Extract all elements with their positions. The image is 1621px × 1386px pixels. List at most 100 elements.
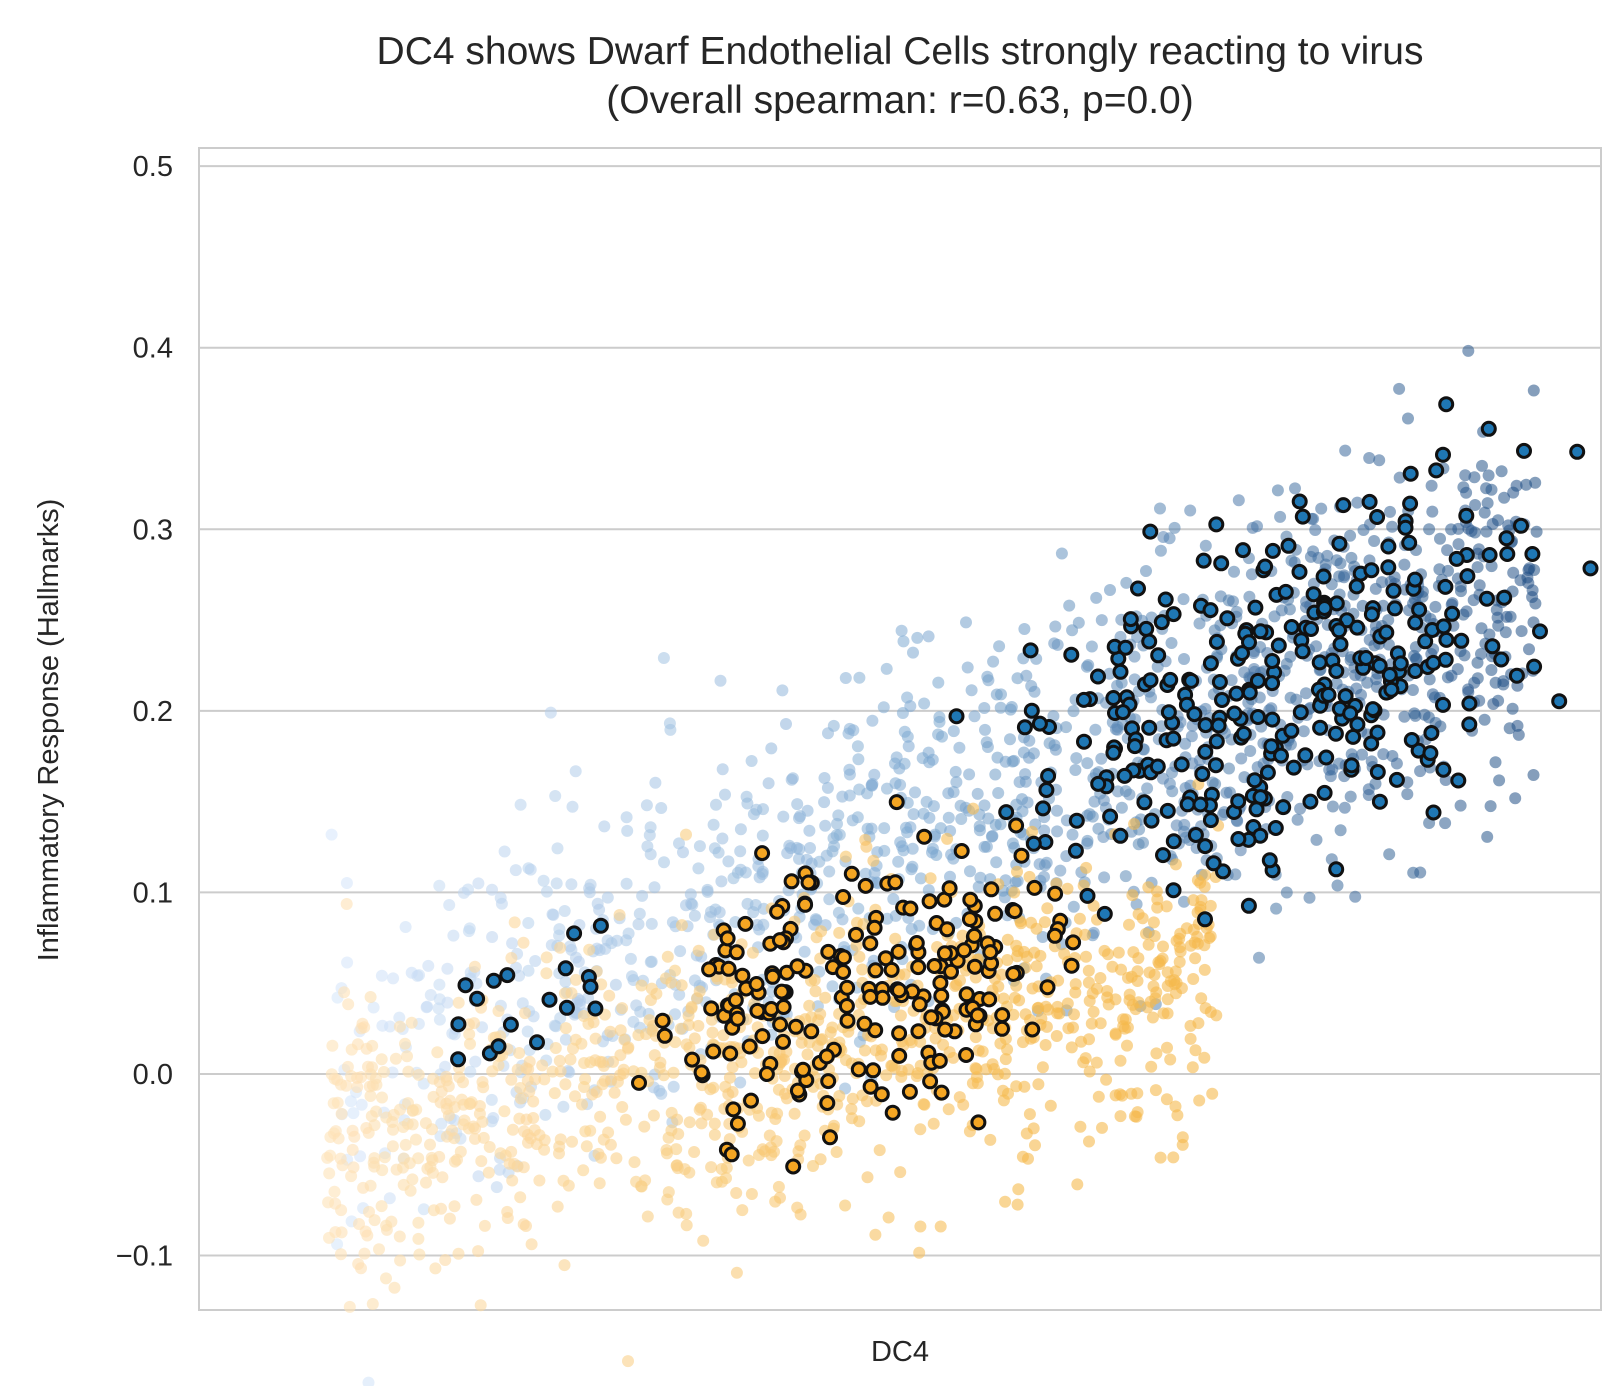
data-point-blue	[433, 978, 446, 991]
data-point-orange	[1100, 1073, 1113, 1086]
highlighted-point-blue	[541, 991, 558, 1008]
data-point-orange	[670, 1143, 683, 1156]
data-point-blue	[417, 1203, 430, 1216]
highlighted-point-blue	[529, 1034, 545, 1051]
data-point-orange	[517, 1218, 530, 1231]
data-point-blue	[1382, 614, 1395, 627]
data-point-orange	[1171, 1109, 1184, 1122]
data-point-blue	[1103, 667, 1116, 680]
chart-subtitle: (Overall spearman: r=0.63, p=0.0)	[606, 79, 1193, 122]
data-point-orange	[399, 1138, 412, 1151]
data-point-blue	[341, 956, 354, 969]
data-point-orange	[846, 1092, 859, 1105]
data-point-orange	[1176, 1138, 1189, 1151]
highlighted-point-blue	[1516, 442, 1532, 459]
data-point-orange	[513, 1047, 526, 1059]
data-point-blue	[1047, 710, 1060, 723]
data-point-blue	[386, 1066, 399, 1079]
data-point-blue	[922, 884, 935, 897]
data-point-orange	[839, 1199, 852, 1212]
highlighted-point-blue	[1270, 637, 1287, 654]
data-point-blue	[1163, 532, 1176, 545]
highlighted-point-blue	[1016, 719, 1033, 736]
data-point-blue	[887, 893, 900, 905]
data-point-orange	[580, 1140, 593, 1153]
data-point-blue	[1271, 484, 1284, 497]
data-point-orange	[1204, 1006, 1217, 1018]
data-point-blue	[622, 927, 635, 940]
data-point-orange	[685, 1002, 698, 1015]
data-point-blue	[1498, 491, 1511, 504]
data-point-orange	[1013, 994, 1026, 1007]
highlighted-point-blue	[1499, 546, 1516, 562]
data-point-blue	[677, 846, 689, 859]
data-point-blue	[1120, 576, 1133, 589]
highlighted-point-orange	[787, 1018, 804, 1035]
data-point-blue	[1265, 702, 1278, 715]
data-point-orange	[1141, 1001, 1154, 1014]
data-point-blue	[1509, 792, 1522, 805]
data-point-blue	[1398, 710, 1411, 723]
data-point-orange	[819, 991, 832, 1004]
data-point-blue	[1291, 813, 1304, 826]
data-point-blue	[1220, 786, 1233, 799]
data-point-orange	[672, 1128, 685, 1140]
highlighted-point-blue	[1208, 516, 1225, 533]
data-point-blue	[1454, 799, 1467, 812]
highlighted-point-blue	[1208, 633, 1225, 650]
data-point-orange	[514, 1191, 527, 1204]
highlighted-point-orange	[705, 1043, 722, 1060]
highlighted-point-orange	[763, 1001, 780, 1017]
data-point-blue	[1445, 669, 1458, 682]
data-point-orange	[772, 1180, 785, 1193]
data-point-blue	[823, 893, 836, 906]
data-point-orange	[338, 986, 351, 999]
data-point-blue	[424, 989, 437, 1001]
highlighted-point-orange	[865, 1062, 882, 1079]
data-point-orange	[1115, 963, 1127, 976]
data-point-orange	[882, 1211, 895, 1224]
data-point-orange	[366, 1039, 379, 1052]
data-point-orange	[693, 985, 706, 998]
data-point-orange	[976, 1045, 989, 1058]
highlighted-point-orange	[789, 958, 806, 975]
highlighted-point-blue	[1438, 396, 1455, 413]
highlighted-point-blue	[1435, 618, 1452, 635]
data-point-orange	[992, 1068, 1004, 1081]
data-point-blue	[1154, 544, 1167, 557]
data-point-blue	[1460, 486, 1473, 499]
data-point-orange	[413, 1248, 426, 1261]
data-point-orange	[660, 1144, 673, 1156]
data-point-blue	[710, 798, 722, 811]
data-point-orange	[380, 1111, 393, 1124]
data-point-orange	[1109, 1089, 1122, 1102]
highlighted-point-orange	[983, 881, 1000, 898]
data-point-orange	[473, 1100, 486, 1112]
data-point-blue	[1223, 762, 1235, 775]
data-point-blue	[866, 778, 879, 790]
data-point-orange	[442, 1080, 455, 1093]
highlighted-point-blue	[1283, 722, 1300, 739]
highlighted-point-blue	[1063, 646, 1080, 663]
data-point-blue	[1310, 640, 1323, 653]
data-point-orange	[997, 992, 1010, 1005]
data-point-blue	[620, 811, 633, 824]
highlighted-point-blue	[1349, 619, 1366, 636]
highlighted-point-blue	[1202, 655, 1219, 672]
highlighted-point-blue	[457, 977, 474, 994]
data-point-orange	[956, 929, 969, 942]
highlighted-point-orange	[1047, 885, 1064, 902]
data-point-blue	[1080, 660, 1093, 673]
data-point-blue	[559, 1033, 572, 1046]
data-point-orange	[1007, 1008, 1020, 1021]
data-point-orange	[387, 1123, 399, 1136]
data-point-orange	[929, 1032, 942, 1045]
highlighted-point-blue	[1524, 546, 1541, 562]
data-point-blue	[1471, 561, 1484, 574]
data-point-orange	[410, 1133, 422, 1146]
highlighted-point-blue	[1303, 621, 1319, 637]
data-point-orange	[340, 898, 353, 910]
data-point-orange	[963, 1125, 976, 1138]
highlighted-point-blue	[1378, 624, 1395, 641]
highlighted-point-blue	[1328, 861, 1345, 878]
